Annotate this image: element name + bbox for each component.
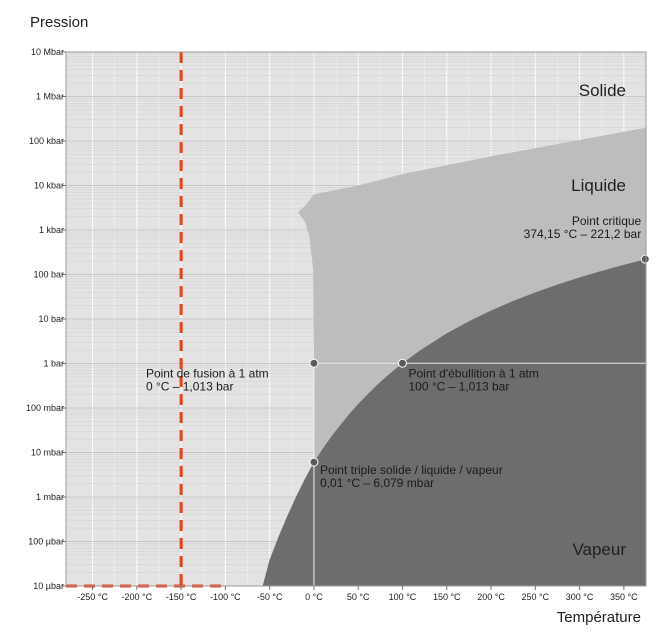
melting-point-label-line-1: Point de fusion à 1 atm	[146, 366, 269, 380]
y-tick-label: 1 Mbar	[36, 92, 64, 102]
region-label-vapeur: Vapeur	[572, 540, 626, 559]
vapor-region	[262, 259, 646, 586]
x-tick-label: 250 °C	[522, 592, 550, 602]
y-tick-label: 10 µbar	[33, 581, 64, 591]
x-tick-label: 100 °C	[389, 592, 417, 602]
triple-point-label-line-1: Point triple solide / liquide / vapeur	[320, 463, 503, 477]
y-tick-label: 100 mbar	[26, 403, 64, 413]
boiling-point-label-line-1: Point d'ébullition à 1 atm	[408, 366, 538, 380]
x-tick-label: -250 °C	[77, 592, 108, 602]
x-tick-label: 200 °C	[477, 592, 505, 602]
x-tick-label: -200 °C	[122, 592, 153, 602]
y-tick-label: 1 bar	[43, 359, 64, 369]
critical-point-label-line-2: 374,15 °C – 221,2 bar	[524, 227, 642, 241]
melting-point-marker	[309, 358, 319, 368]
boiling-point-label-line-2: 100 °C – 1,013 bar	[408, 379, 509, 393]
x-tick-label: 0 °C	[305, 592, 323, 602]
x-tick-label: -100 °C	[210, 592, 241, 602]
liquid-region	[298, 127, 646, 463]
region-label-solide: Solide	[579, 81, 626, 100]
y-axis-title: Pression	[30, 14, 88, 31]
critical-point-marker	[640, 254, 650, 264]
x-tick-label: 300 °C	[566, 592, 594, 602]
y-tick-label: 10 mbar	[31, 448, 64, 458]
region-label-liquide: Liquide	[571, 176, 626, 195]
y-tick-label: 1 mbar	[36, 492, 64, 502]
y-tick-label: 100 kbar	[29, 136, 64, 146]
x-tick-label: 350 °C	[610, 592, 638, 602]
x-tick-label: -50 °C	[257, 592, 283, 602]
x-tick-label: 150 °C	[433, 592, 461, 602]
x-tick-label: 50 °C	[347, 592, 370, 602]
y-tick-label: 100 µbar	[28, 537, 64, 547]
melting-point-label-line-2: 0 °C – 1,013 bar	[146, 379, 234, 393]
triple-point-marker	[309, 457, 319, 467]
y-tick-label: 10 kbar	[34, 181, 64, 191]
y-tick-label: 10 Mbar	[31, 47, 64, 57]
x-tick-label: -150 °C	[166, 592, 197, 602]
y-tick-label: 10 bar	[38, 314, 64, 324]
x-axis-title: Température	[557, 609, 641, 626]
triple-point-label-line-2: 0,01 °C – 6,079 mbar	[320, 476, 434, 490]
y-tick-label: 1 kbar	[39, 225, 64, 235]
boiling-point-marker	[397, 358, 407, 368]
critical-point-label-line-1: Point critique	[572, 214, 642, 228]
y-tick-label: 100 bar	[33, 270, 64, 280]
